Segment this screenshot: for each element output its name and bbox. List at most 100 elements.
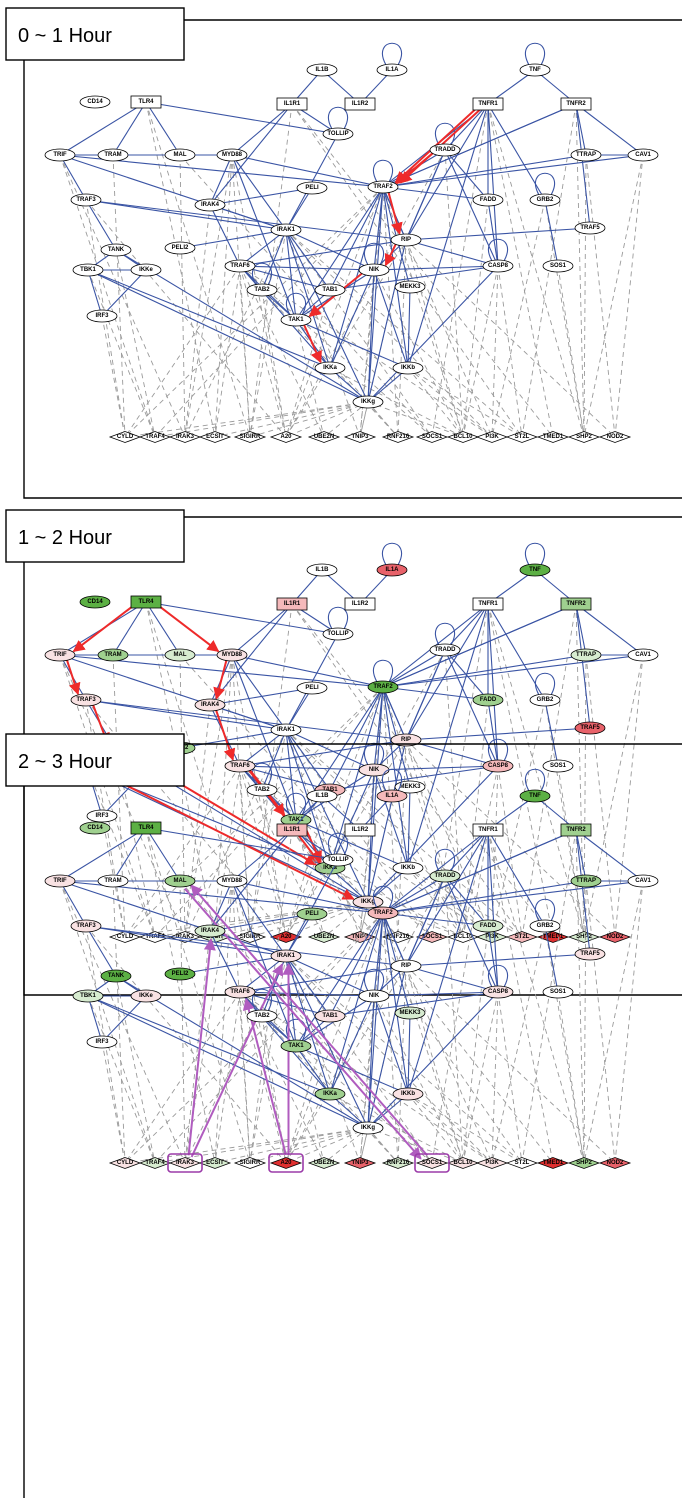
node-ttrap: TTRAP: [570, 148, 602, 162]
node-shape: [86, 309, 118, 323]
node-shape: [627, 648, 659, 662]
node-mal: MAL: [164, 874, 196, 888]
node-tradd: TRADD: [429, 869, 461, 883]
node-label: UBE2N: [314, 434, 334, 440]
node-label: TNFR1: [478, 601, 498, 607]
dashed-edge-IKKb-ST2L: [407, 367, 523, 438]
dashed-edge-FADD-BCL10: [462, 925, 489, 1164]
node-label: TNF: [529, 793, 541, 799]
node-label: SOCS1: [422, 1160, 443, 1166]
edge-TLR4-TRAM: [112, 827, 147, 882]
node-label: TOLLIP: [327, 131, 348, 137]
node-ube2n: UBE2N: [307, 1157, 341, 1169]
node-label: SIGIRR: [240, 1160, 261, 1166]
dashed-edge-IKKg-ECSIT: [214, 401, 369, 438]
node-shape: [296, 681, 328, 695]
node-tnf: TNF: [519, 563, 551, 577]
edge-TLR4-TRIF: [59, 827, 147, 882]
node-shape: [97, 648, 129, 662]
dashed-edge-IL1R1-SIGIRR: [249, 603, 293, 938]
dashed-edge-TRADD-A20: [285, 649, 446, 938]
edge-CASP8-TAB1: [329, 265, 499, 291]
node-label: PI3K: [485, 1160, 499, 1166]
edge-CASP8-IKKg: [367, 765, 499, 903]
node-label: IRF3: [95, 313, 109, 319]
dashed-edges: [59, 827, 644, 1164]
node-shape: [322, 627, 354, 641]
edge-IL1R1-MYD88: [231, 603, 293, 656]
dashed-edge-MAL-IRAK3: [179, 154, 186, 438]
node-shape: [343, 431, 377, 443]
dashed-edge-TRAM-CYLD: [112, 154, 126, 438]
node-irak4: IRAK4: [194, 924, 226, 938]
edge-IRAK1-TAB2: [261, 729, 287, 791]
node-shape: [130, 95, 162, 109]
node-label: A20: [280, 934, 292, 940]
edge-TRIF-TRAF3: [59, 154, 87, 201]
node-shape: [482, 759, 514, 773]
edge-TNFR1-GRB2: [487, 603, 546, 701]
edge-PELI2-IRAK1: [179, 955, 287, 975]
node-label: NIK: [369, 267, 380, 273]
node-shape: [306, 563, 338, 577]
node-ikke: IKKe: [130, 989, 162, 1003]
edge-IRAK1-TAB1: [285, 955, 331, 1017]
node-label: TRAF4: [145, 434, 165, 440]
edge-TRAF6-NIK: [239, 765, 375, 771]
dashed-edge-IKKg-BCL10: [367, 401, 464, 438]
node-il1b: IL1B: [306, 789, 338, 803]
node-label: TAK1: [288, 1043, 304, 1049]
dashed-edge-RIP-NOD2: [405, 965, 616, 1164]
node-tlr4: TLR4: [130, 595, 162, 609]
node-label: IL1B: [315, 793, 329, 799]
node-shape: [472, 693, 504, 707]
node-label: SIGIRR: [240, 434, 261, 440]
node-shape: [376, 789, 408, 803]
edge-TRAF2-FADD: [382, 186, 489, 201]
node-label: TRAF2: [373, 910, 393, 916]
dashed-edge-TRAF6-PI3K: [239, 991, 493, 1164]
node-label: TRAF5: [580, 951, 600, 957]
edge-PELI2-IRAK1: [179, 729, 287, 749]
node-label: TRAM: [104, 878, 121, 884]
node-shape: [429, 643, 461, 657]
panel-2-title-box: [5, 733, 185, 787]
edge-MYD88-TRAF2: [231, 654, 384, 688]
dashed-edge-TTRAP-NOD2: [585, 654, 616, 938]
edge-IRAK1-NIK: [285, 229, 375, 271]
dashed-edge-IKKb-PI3K: [407, 1093, 493, 1164]
node-ecsit: ECSIT: [198, 431, 232, 443]
dashed-edge-TRAF6-CYLD: [124, 991, 241, 1164]
dashed-edge-IRAK1-SOCS1: [285, 955, 433, 1164]
node-label: ST2L: [515, 934, 530, 940]
dashed-edge-IKKg-A20: [285, 401, 369, 438]
node-shape: [570, 648, 602, 662]
dashed-edge-MYD88-A20: [231, 880, 287, 1164]
edge-TRAF6-NIK: [239, 265, 375, 271]
dashed-edge-CASP8-BCL10: [462, 265, 499, 438]
node-label: IKKe: [139, 267, 153, 273]
dashed-edge-CAV1-NOD2: [614, 654, 644, 938]
edge-TRADD-RIP: [405, 149, 446, 241]
node-label: TRADD: [435, 147, 457, 153]
dashed-edge-TRAF6-A20: [239, 265, 287, 438]
self-loop-TNF: [524, 42, 546, 66]
node-mal: MAL: [164, 648, 196, 662]
node-label: TNFR2: [566, 601, 586, 607]
node-a20: A20: [269, 1157, 303, 1169]
panel-0: IL1B IL1A IL1R1 IL1R2 TOLLIP CD14 TLR4 TRIF TRAM…: [5, 7, 682, 499]
edge-IRAK4-IRAK1: [209, 704, 287, 731]
node-shape: [542, 985, 574, 999]
node-label: TNIP3: [351, 1160, 369, 1166]
red-path-TRADD-TRAF2-6: [395, 152, 434, 185]
dashed-edge-TRAM-CYLD: [112, 880, 126, 1164]
panel-0-network: IL1B IL1A IL1R1 IL1R2 TOLLIP CD14 TLR4 TRIF TRAM…: [44, 42, 659, 443]
edge-FADD-CASP8: [487, 199, 499, 267]
self-loop-TOLLIP: [327, 832, 349, 856]
edge-CASP8-TAB1: [329, 765, 499, 791]
node-tab1: TAB1: [314, 1009, 346, 1023]
self-loop-CASP8: [487, 238, 509, 262]
dashed-edge-SOS1-SHP2: [557, 265, 585, 438]
dashed-edge-TNFR1-SOCS1: [431, 829, 489, 1164]
